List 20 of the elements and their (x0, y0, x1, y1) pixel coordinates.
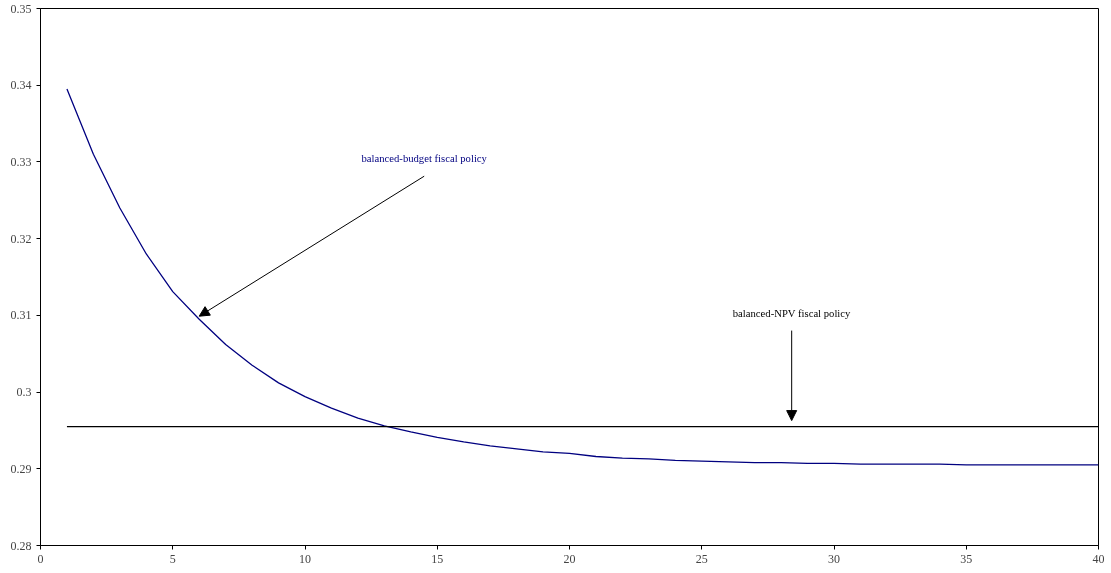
x-tick-label: 25 (695, 551, 708, 566)
text: balanced-NPV fiscal policy (732, 307, 852, 319)
y-tick-label: 0.31 (10, 308, 32, 323)
x-tick-label: 15 (431, 551, 444, 566)
x-tick-label: 40 (1092, 551, 1105, 566)
x-tick-label: 35 (960, 551, 973, 566)
y-tick-label: 0.35 (10, 1, 32, 16)
x-tick-label: 5 (169, 551, 176, 566)
y-tick-label: 0.29 (10, 461, 32, 476)
x-tick-label: 0 (37, 551, 44, 566)
y-tick-label: 0.28 (10, 538, 32, 553)
y-tick-label: 0.32 (10, 231, 32, 246)
y-tick-label: 0.33 (10, 154, 32, 169)
text: balanced-budget fiscal policy (361, 153, 488, 165)
x-tick-label: 10 (299, 551, 311, 566)
y-tick-label: 0.34 (10, 78, 32, 93)
x-tick-label: 20 (563, 551, 576, 566)
line-series (66, 88, 1099, 466)
y-tick-label: 0.3 (16, 385, 32, 400)
x-tick-label: 30 (828, 551, 840, 566)
